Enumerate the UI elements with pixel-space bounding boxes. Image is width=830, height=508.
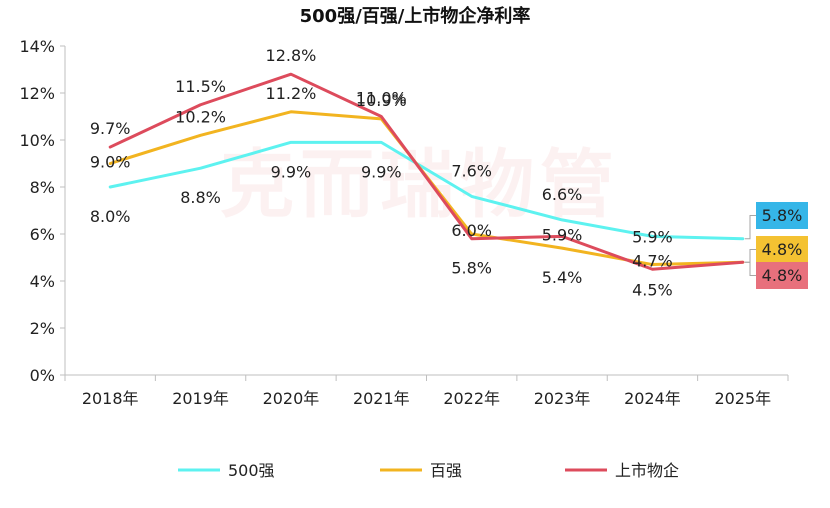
y-tick-label: 6% <box>30 225 55 244</box>
x-tick-label: 2018年 <box>82 389 139 408</box>
data-label-s2-p5: 5.9% <box>542 225 583 244</box>
y-tick-label: 14% <box>19 37 55 56</box>
data-label-s2-p4: 5.8% <box>451 259 492 278</box>
data-label-layer: 8.0% 8.8% 9.9% 9.9% 7.6% 6.6% 5.9% 9.0% 10.2% 11.… <box>90 46 673 299</box>
legend-label-1: 百强 <box>430 461 462 480</box>
y-tick-label: 4% <box>30 272 55 291</box>
callout-leader-0 <box>744 215 756 240</box>
data-label-s2-p3: 11.0% <box>356 89 407 108</box>
data-label-s0-p4: 7.6% <box>451 161 492 180</box>
callout-leader-1 <box>744 249 756 263</box>
data-label-s0-p1: 8.8% <box>180 188 221 207</box>
legend-label-2: 上市物企 <box>615 461 679 480</box>
chart-title: 500强/百强/上市物企净利率 <box>300 5 531 27</box>
data-label-s0-p6: 5.9% <box>632 227 673 246</box>
x-tick-label: 2019年 <box>172 389 229 408</box>
x-tick-label: 2023年 <box>534 389 591 408</box>
data-label-s0-p3: 9.9% <box>361 162 402 181</box>
y-tick-label: 0% <box>30 366 55 385</box>
x-tick-label: 2022年 <box>443 389 500 408</box>
x-tick-label: 2020年 <box>263 389 320 408</box>
data-label-s2-p1: 11.5% <box>175 77 226 96</box>
x-tick-label: 2024年 <box>624 389 681 408</box>
data-label-s1-p3: 10.9% <box>356 91 407 110</box>
data-label-s2-p0: 9.7% <box>90 119 131 138</box>
data-label-s1-p4: 6.0% <box>451 221 492 240</box>
callout-box-2 <box>756 262 808 289</box>
watermark-text: 克而瑞物管 <box>220 142 620 228</box>
legend: 500强 百强 上市物企 <box>178 461 679 480</box>
series-layer <box>108 72 745 271</box>
data-label-s1-p2: 11.2% <box>266 84 317 103</box>
y-tick-label: 12% <box>19 84 55 103</box>
y-tick-label: 8% <box>30 178 55 197</box>
callout-label-2: 4.8% <box>762 266 803 285</box>
callout-leader-2 <box>744 261 756 276</box>
callout-box-0 <box>756 202 808 229</box>
y-tick-label: 2% <box>30 319 55 338</box>
series-line-2 <box>108 72 745 271</box>
data-label-s1-p1: 10.2% <box>175 107 226 126</box>
data-label-s0-p0: 8.0% <box>90 207 131 226</box>
data-label-s2-p6: 4.5% <box>632 280 673 299</box>
callout-box-1 <box>756 236 808 263</box>
series-line-0 <box>108 140 745 241</box>
callout-label-0: 5.8% <box>762 206 803 225</box>
data-label-s0-p2: 9.9% <box>271 162 312 181</box>
data-label-s0-p5: 6.6% <box>542 185 583 204</box>
data-label-s2-p2: 12.8% <box>266 46 317 65</box>
end-callout-layer: 5.8% 4.8% 4.8% <box>744 202 808 289</box>
callout-label-1: 4.8% <box>762 240 803 259</box>
x-tick-label: 2021年 <box>353 389 410 408</box>
data-label-s1-p0: 9.0% <box>90 153 131 172</box>
y-tick-label: 10% <box>19 131 55 150</box>
x-tick-label: 2025年 <box>714 389 771 408</box>
legend-label-0: 500强 <box>228 461 275 480</box>
data-label-s1-p5: 5.4% <box>542 268 583 287</box>
x-axis: 2018年 2019年 2020年 2021年 2022年 2023年 2024年 2025年 <box>64 374 789 408</box>
y-axis: 0% 2% 4% 6% 8% 10% 12% 14% <box>19 37 66 385</box>
data-label-s1-p6: 4.7% <box>632 252 673 271</box>
